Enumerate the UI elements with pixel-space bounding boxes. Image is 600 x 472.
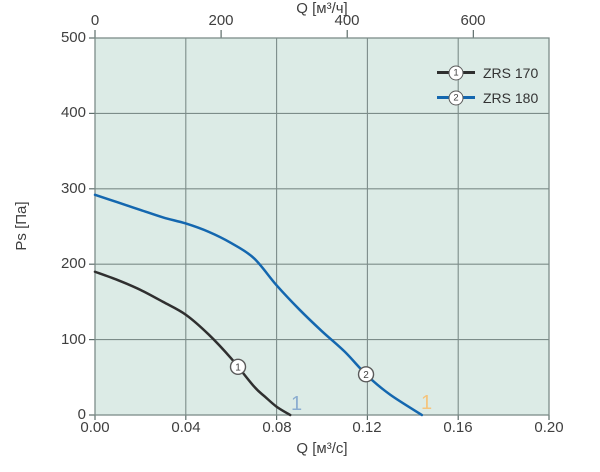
legend-line: 1 [437, 65, 475, 80]
curve-zrs-170 [93, 270, 292, 417]
bottom-tick-label: 0.08 [262, 419, 292, 436]
axis-ticks [89, 30, 550, 420]
bottom-axis-title: Q [м³/с] [296, 440, 348, 457]
watermark: 1 [421, 392, 433, 414]
top-tick-label: 200 [208, 12, 234, 29]
watermark: 1 [291, 393, 303, 415]
y-axis-title: Ps [Па] [13, 201, 30, 251]
bottom-tick-label: 0.12 [352, 419, 382, 436]
y-tick-label: 200 [60, 255, 86, 272]
curve-marker-1-icon [229, 358, 247, 376]
curve-marker-label: 1 [235, 362, 241, 373]
legend-marker-1-icon: 1 [448, 65, 464, 80]
bottom-tick-label: 0.20 [534, 419, 564, 436]
bottom-tick-label: 0.00 [80, 419, 110, 436]
bottom-tick-label: 0.16 [443, 419, 473, 436]
y-tick-label: 0 [77, 406, 86, 423]
top-tick-label: 600 [460, 12, 486, 29]
top-tick-label: 400 [334, 12, 360, 29]
top-axis-title: Q [м³/ч] [296, 0, 348, 17]
legend-marker-2-icon: 2 [448, 90, 464, 105]
legend-label: ZRS 170 [483, 64, 539, 81]
curve-marker-label: 2 [363, 370, 369, 381]
legend: 1 ZRS 170 2 ZRS 180 [437, 60, 538, 110]
y-tick-label: 400 [60, 104, 86, 121]
curve-markers: 12 [229, 358, 375, 383]
plot-area-background [95, 38, 549, 415]
y-tick-label: 500 [60, 29, 86, 46]
plot-border [94, 37, 550, 416]
bottom-tick-label: 0.04 [171, 419, 201, 436]
y-tick-label: 300 [60, 180, 86, 197]
curve-marker-2-icon [357, 366, 375, 383]
y-tick-label: 100 [60, 331, 86, 348]
legend-item-zrs-170: 1 ZRS 170 [437, 60, 538, 85]
top-tick-label: 0 [90, 12, 100, 29]
legend-item-zrs-180: 2 ZRS 180 [437, 85, 538, 110]
legend-line: 2 [437, 90, 475, 105]
legend-label: ZRS 180 [483, 89, 539, 106]
